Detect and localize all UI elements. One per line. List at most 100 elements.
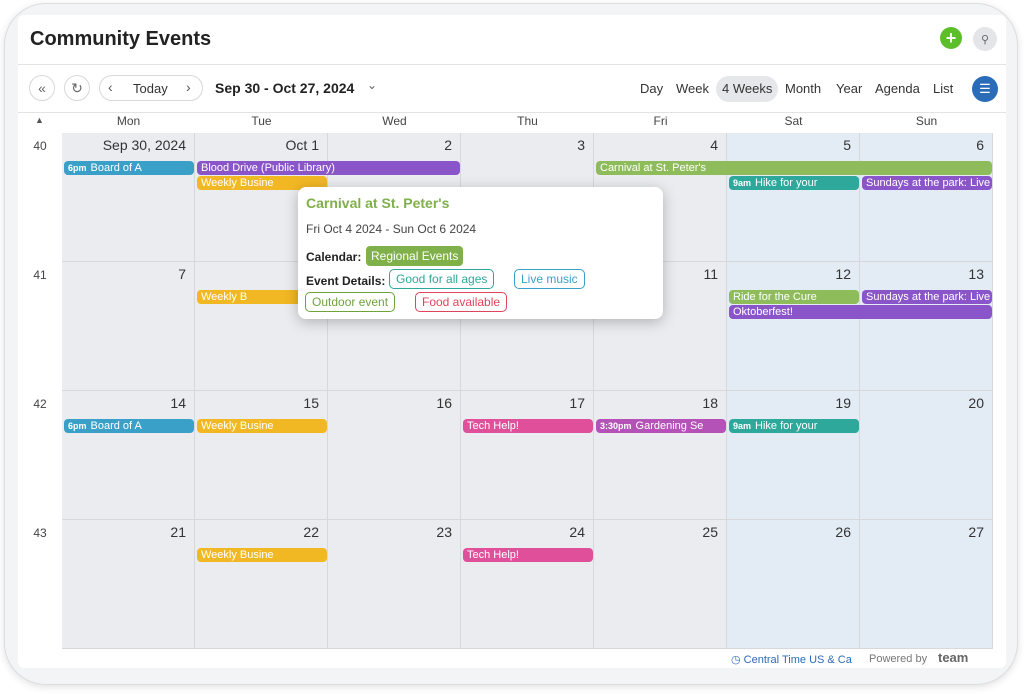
event-label[interactable]: Hike for your	[755, 420, 818, 432]
day-cell[interactable]: 19	[727, 391, 860, 520]
divider	[18, 112, 1006, 113]
day-number: Sep 30, 2024	[102, 137, 186, 153]
view-button[interactable]: Week	[676, 81, 709, 96]
day-cell[interactable]: 27	[860, 520, 993, 649]
event-bar[interactable]: Oktoberfest!	[729, 305, 992, 319]
event-label[interactable]: Tech Help!	[467, 549, 519, 561]
day-cell[interactable]: 21	[62, 520, 195, 649]
event-bar[interactable]: Weekly Busine	[197, 176, 327, 190]
view-button[interactable]: Year	[836, 81, 863, 96]
event-label[interactable]: Carnival at St. Peter's	[600, 162, 707, 174]
event-bar[interactable]: Carnival at St. Peter's	[596, 161, 992, 175]
detail-tag[interactable]: Good for all ages	[389, 269, 495, 289]
day-cell[interactable]: 13	[860, 262, 993, 391]
event-time[interactable]: 9am	[733, 421, 752, 431]
day-cell[interactable]: 25	[594, 520, 727, 649]
event-label[interactable]: Weekly Busine	[201, 420, 274, 432]
day-cell[interactable]: 14	[62, 391, 195, 520]
event-label[interactable]: Tech Help!	[467, 420, 519, 432]
today-button[interactable]: Today	[133, 81, 168, 96]
event-label[interactable]: Board of A	[90, 162, 142, 174]
search-button[interactable]: ⚲	[973, 27, 997, 51]
day-number: 5	[843, 137, 851, 153]
event-bar[interactable]: Sundays at the park: Live	[862, 176, 992, 190]
day-number: 22	[303, 524, 319, 540]
day-cell[interactable]: 16	[328, 391, 461, 520]
event-time[interactable]: 9am	[733, 178, 752, 188]
menu-button[interactable]: ☰	[972, 76, 998, 102]
popup-title: Carnival at St. Peter's	[306, 195, 450, 211]
day-cell[interactable]: 7	[62, 262, 195, 391]
event-bar[interactable]: Blood Drive (Public Library)	[197, 161, 460, 175]
detail-tag[interactable]: Outdoor event	[305, 292, 396, 312]
event-bar[interactable]: Tech Help!	[463, 419, 593, 433]
week-number: 42	[33, 397, 47, 411]
day-cell[interactable]: 22	[195, 520, 328, 649]
event-label[interactable]: Hike for your	[755, 177, 818, 189]
day-cell[interactable]: 24	[461, 520, 594, 649]
collapse-weeks[interactable]: ▲	[35, 115, 44, 125]
prev-button[interactable]: ‹	[108, 79, 113, 95]
day-cell[interactable]: 6	[860, 133, 993, 262]
day-number: 7	[178, 266, 186, 282]
event-bar[interactable]: 9am Hike for your	[729, 419, 859, 433]
view-button[interactable]: Month	[785, 81, 822, 96]
event-label[interactable]: Sundays at the park: Live	[866, 291, 991, 303]
event-bar[interactable]: 9am Hike for your	[729, 176, 859, 190]
day-cell[interactable]: 5	[727, 133, 860, 262]
day-cell[interactable]: 17	[461, 391, 594, 520]
event-bar[interactable]: Weekly B	[197, 290, 327, 304]
date-range[interactable]: Sep 30 - Oct 27, 2024	[215, 80, 355, 96]
brand[interactable]: team	[938, 650, 969, 665]
event-bar[interactable]: Tech Help!	[463, 548, 593, 562]
next-button[interactable]: ›	[186, 79, 191, 95]
event-bar[interactable]: Ride for the Cure	[729, 290, 859, 304]
day-number: 12	[835, 266, 851, 282]
day-cell[interactable]: 23	[328, 520, 461, 649]
event-label[interactable]: Weekly Busine	[201, 549, 274, 561]
add-button[interactable]: +	[940, 27, 962, 49]
detail-tag[interactable]: Live music	[514, 269, 585, 289]
day-cell[interactable]: Sep 30, 2024	[62, 133, 195, 262]
event-label[interactable]: Weekly B	[201, 291, 248, 303]
page-title: Community Events	[30, 28, 212, 50]
calendar-badge[interactable]: Regional Events	[366, 246, 464, 266]
event-bar[interactable]: 6pm Board of A	[64, 419, 194, 433]
timezone-text[interactable]: Central Time US & Ca	[743, 654, 852, 666]
refresh-button[interactable]: ↻	[64, 75, 90, 101]
timezone[interactable]: ◷ Central Time US & Ca	[731, 654, 852, 666]
day-number: 6	[976, 137, 984, 153]
view-button[interactable]: List	[933, 81, 954, 96]
date-nav: ‹ Today ›	[99, 75, 203, 101]
event-bar[interactable]: Weekly Busine	[197, 548, 327, 562]
day-cell[interactable]: 15	[195, 391, 328, 520]
event-bar[interactable]: Weekly Busine	[197, 419, 327, 433]
screen: Community Events + ⚲ « ↻ ‹ Today › Sep 3…	[18, 15, 1006, 668]
week-number: 41	[33, 268, 47, 282]
collapse-button[interactable]: «	[29, 75, 55, 101]
view-button[interactable]: Day	[640, 81, 664, 96]
detail-tag[interactable]: Food available	[415, 292, 508, 312]
day-cell[interactable]: 12	[727, 262, 860, 391]
day-cell[interactable]: 26	[727, 520, 860, 649]
day-cell[interactable]: 20	[860, 391, 993, 520]
range-chevron[interactable]: ⌄	[367, 78, 378, 92]
event-label[interactable]: Blood Drive (Public Library)	[201, 162, 335, 174]
calendar-label: Calendar:	[306, 250, 362, 264]
view-button[interactable]: 4 Weeks	[716, 76, 779, 102]
event-label[interactable]: Oktoberfest!	[733, 306, 793, 318]
event-label[interactable]: Ride for the Cure	[733, 291, 817, 303]
event-time[interactable]: 6pm	[68, 163, 87, 173]
event-time[interactable]: 6pm	[68, 421, 87, 431]
event-label[interactable]: Sundays at the park: Live	[866, 177, 991, 189]
event-label[interactable]: Gardening Se	[635, 420, 704, 432]
day-cell[interactable]: 18	[594, 391, 727, 520]
event-bar[interactable]: 6pm Board of A	[64, 161, 194, 175]
event-bar[interactable]: 3:30pm Gardening Se	[596, 419, 726, 433]
event-bar[interactable]: Sundays at the park: Live	[862, 290, 992, 304]
event-label[interactable]: Board of A	[90, 420, 142, 432]
event-time[interactable]: 3:30pm	[600, 421, 632, 431]
view-button[interactable]: Agenda	[875, 81, 920, 96]
event-label[interactable]: Weekly Busine	[201, 177, 274, 189]
weekday-header: Thu	[517, 114, 538, 128]
